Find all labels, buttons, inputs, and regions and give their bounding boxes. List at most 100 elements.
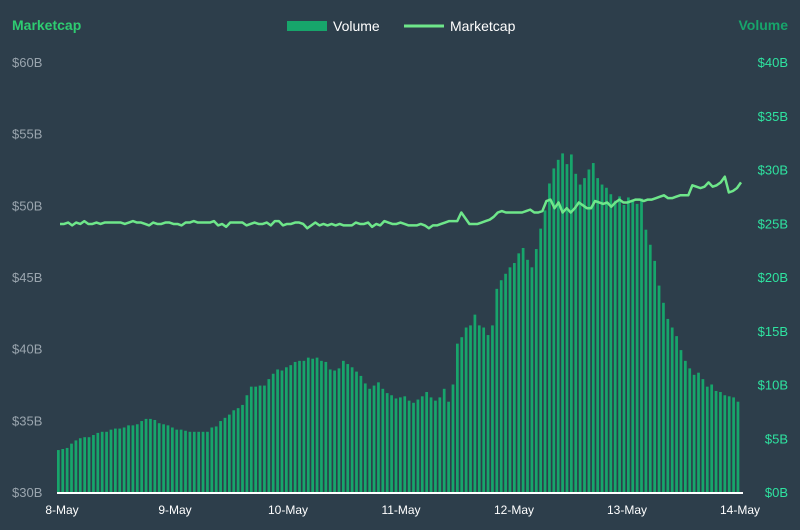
volume-bar xyxy=(692,374,696,492)
volume-bar xyxy=(293,361,297,492)
volume-bar xyxy=(605,187,608,492)
right-axis-title: Volume xyxy=(738,17,788,33)
volume-bar xyxy=(486,335,490,492)
volume-bar xyxy=(302,360,306,492)
left-tick-label: $60B xyxy=(12,55,42,70)
volume-bar xyxy=(684,360,687,492)
right-tick-label: $20B xyxy=(758,270,788,285)
volume-bar xyxy=(153,419,157,493)
volume-bar xyxy=(644,229,648,492)
marketcap-line xyxy=(60,175,743,230)
volume-bar xyxy=(70,443,73,493)
volume-bar xyxy=(61,449,65,492)
volume-bar xyxy=(657,285,661,492)
volume-bar xyxy=(631,199,635,492)
volume-bar xyxy=(96,432,100,493)
volume-bar xyxy=(381,388,385,492)
volume-bar xyxy=(320,360,323,492)
volume-bar xyxy=(416,399,420,492)
volume-bar xyxy=(276,369,279,492)
right-tick-label: $0B xyxy=(765,485,788,500)
volume-bar xyxy=(223,417,227,492)
volume-bar xyxy=(473,314,477,493)
volume-bar xyxy=(140,421,144,492)
left-tick-label: $35B xyxy=(12,413,42,428)
volume-bar xyxy=(420,396,424,492)
volume-bar xyxy=(197,431,201,492)
volume-bar xyxy=(201,431,205,492)
volume-bar xyxy=(57,450,60,492)
volume-bar xyxy=(434,400,437,493)
volume-bar xyxy=(350,367,354,492)
legend[interactable]: Volume Marketcap xyxy=(287,18,516,34)
volume-bar xyxy=(521,247,525,492)
volume-bar xyxy=(114,428,117,492)
volume-bar xyxy=(662,302,665,492)
left-axis-title: Marketcap xyxy=(12,17,81,33)
volume-bar xyxy=(552,168,556,493)
volume-bar xyxy=(315,357,319,493)
volume-bar xyxy=(100,431,104,492)
volume-bar xyxy=(184,430,187,493)
volume-bar xyxy=(460,337,464,492)
volume-bar xyxy=(653,260,657,493)
volume-bar xyxy=(399,397,402,492)
volume-bar xyxy=(578,184,582,493)
x-tick-label: 12-May xyxy=(494,503,534,517)
volume-bar xyxy=(429,397,433,492)
volume-bar xyxy=(122,427,126,492)
volume-bar xyxy=(587,169,591,492)
legend-item-volume[interactable]: Volume xyxy=(287,18,380,34)
volume-bar xyxy=(442,388,446,492)
volume-bar xyxy=(732,397,735,492)
volume-bar xyxy=(736,401,740,492)
volume-bar xyxy=(83,437,87,493)
volume-bar xyxy=(627,197,630,492)
volume-bar xyxy=(618,196,621,493)
volume-bar xyxy=(210,427,214,492)
volume-bar xyxy=(109,429,113,492)
volume-bar xyxy=(640,198,643,492)
volume-bar xyxy=(232,410,236,492)
right-tick-label: $25B xyxy=(758,216,788,231)
x-tick-label: 9-May xyxy=(158,503,191,517)
volume-bar xyxy=(118,428,122,492)
volume-bar xyxy=(219,421,222,492)
right-tick-label: $30B xyxy=(758,163,788,178)
volume-bar xyxy=(236,408,240,492)
volume-bar xyxy=(491,325,494,493)
volume-bar xyxy=(289,365,293,492)
volume-bar xyxy=(390,395,393,492)
volume-bar xyxy=(697,372,700,492)
x-tick-label: 10-May xyxy=(268,503,308,517)
x-axis: 8-May 9-May 10-May 11-May 12-May 13-May 14-May xyxy=(45,503,760,517)
legend-marketcap-label: Marketcap xyxy=(450,18,516,34)
volume-bar xyxy=(622,204,626,493)
volume-bar xyxy=(372,385,376,492)
volume-bar xyxy=(499,280,503,493)
volume-bar xyxy=(171,427,174,492)
volume-bar xyxy=(280,370,284,492)
volume-bar xyxy=(688,368,692,492)
volume-bar xyxy=(263,385,266,492)
volume-bar xyxy=(92,435,95,492)
volume-bar xyxy=(162,424,165,492)
left-tick-label: $50B xyxy=(12,198,42,213)
volume-bar xyxy=(504,273,507,492)
volume-bar xyxy=(157,423,161,492)
left-axis: $30B $35B $40B $45B $50B $55B $60B xyxy=(12,55,42,500)
volume-bar xyxy=(175,429,179,492)
volume-bar xyxy=(271,373,275,492)
volume-bar xyxy=(508,267,512,492)
volume-bar xyxy=(324,361,328,492)
volume-bar xyxy=(127,425,130,492)
legend-item-marketcap[interactable]: Marketcap xyxy=(404,18,516,34)
volume-bar xyxy=(635,203,639,492)
volume-bar xyxy=(727,396,731,492)
left-tick-label: $45B xyxy=(12,270,42,285)
volume-bar xyxy=(333,370,336,492)
volume-bar xyxy=(539,228,543,493)
x-tick-label: 13-May xyxy=(607,503,647,517)
right-tick-label: $35B xyxy=(758,109,788,124)
